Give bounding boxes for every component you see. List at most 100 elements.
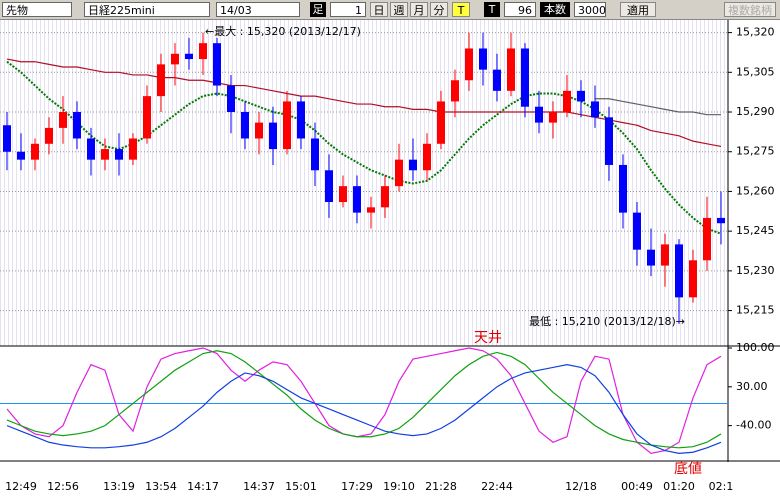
x-tick-label: 14:17 bbox=[187, 480, 219, 493]
month-button[interactable]: 月 bbox=[410, 2, 428, 17]
contract-select[interactable]: 14/03 bbox=[216, 2, 300, 17]
candle-body bbox=[661, 244, 669, 266]
count-input[interactable]: 3000 bbox=[574, 2, 606, 17]
candle-body bbox=[101, 149, 109, 160]
max-annotation: ←最大 : 15,320 (2013/12/17) bbox=[205, 24, 361, 38]
candle-body bbox=[689, 260, 697, 298]
x-tick-label: 14:37 bbox=[243, 480, 275, 493]
bar-count[interactable]: 1 bbox=[330, 2, 366, 17]
candle-body bbox=[129, 138, 137, 160]
y-tick-label: 15,230 bbox=[736, 264, 775, 277]
x-tick-label: 12:56 bbox=[47, 480, 79, 493]
line-series bbox=[6, 58, 722, 148]
candle-body bbox=[297, 101, 305, 139]
x-tick-label: 01:20 bbox=[663, 480, 695, 493]
y-tick-label: 15,290 bbox=[736, 105, 775, 118]
y-tick-label: -40.00 bbox=[736, 419, 771, 432]
line-series bbox=[595, 98, 721, 116]
x-tick-label: 17:29 bbox=[341, 480, 373, 493]
line-series bbox=[6, 347, 722, 454]
candle-body bbox=[73, 112, 81, 139]
candle-body bbox=[563, 90, 571, 113]
candle-body bbox=[59, 112, 67, 128]
x-tick-label: 19:10 bbox=[383, 480, 415, 493]
candle-body bbox=[619, 164, 627, 213]
minute-button[interactable]: 分 bbox=[430, 2, 448, 17]
y-tick-label: 15,320 bbox=[736, 26, 775, 39]
x-tick-label: 15:01 bbox=[285, 480, 317, 493]
candle-body bbox=[241, 112, 249, 139]
candle-body bbox=[633, 212, 641, 250]
candle-body bbox=[353, 186, 361, 213]
candle-body bbox=[17, 151, 25, 160]
candle-body bbox=[703, 217, 711, 261]
y-tick-label: 15,260 bbox=[736, 184, 775, 197]
symbol-select[interactable]: 日経225mini bbox=[84, 2, 210, 17]
y-tick-label: 100.00 bbox=[736, 341, 775, 354]
bottom-annotation: 底値 bbox=[674, 461, 702, 477]
x-tick-label: 13:19 bbox=[103, 480, 135, 493]
candle-body bbox=[269, 122, 277, 150]
candle-body bbox=[339, 186, 347, 203]
candle-body bbox=[591, 101, 599, 118]
candle-body bbox=[31, 143, 39, 160]
candle-body bbox=[115, 149, 123, 160]
candle-body bbox=[311, 138, 319, 171]
y-tick-label: 15,245 bbox=[736, 224, 775, 237]
x-tick-label: 21:28 bbox=[425, 480, 457, 493]
x-tick-label: 12:49 bbox=[5, 480, 37, 493]
candle-body bbox=[325, 170, 333, 203]
candle-body bbox=[213, 43, 221, 86]
candle-body bbox=[647, 249, 655, 266]
top-annotation: 天井 bbox=[474, 330, 502, 346]
candle-body bbox=[535, 106, 543, 123]
candle-body bbox=[549, 112, 557, 123]
week-button[interactable]: 週 bbox=[390, 2, 408, 17]
candle-body bbox=[255, 122, 263, 139]
bars-input[interactable]: 96 bbox=[504, 2, 536, 17]
toolbar: 先物 日経225mini 14/03 足 1 日 週 月 分 T T 96 本数… bbox=[0, 0, 780, 20]
candle-body bbox=[381, 186, 389, 208]
y-tick-label: 30.00 bbox=[736, 380, 768, 393]
candle-body bbox=[605, 117, 613, 165]
candle-body bbox=[87, 138, 95, 160]
candle-body bbox=[521, 48, 529, 107]
tick-button[interactable]: T bbox=[452, 2, 470, 17]
apply-button[interactable]: 適用 bbox=[620, 2, 656, 17]
candle-body bbox=[227, 85, 235, 113]
candle-body bbox=[367, 207, 375, 213]
candle-body bbox=[423, 143, 431, 171]
multi-button[interactable]: 複数銘柄 bbox=[724, 2, 776, 17]
candle-body bbox=[143, 96, 151, 139]
candle-body bbox=[675, 244, 683, 298]
line-series bbox=[6, 364, 722, 454]
x-tick-label: 12/18 bbox=[565, 480, 597, 493]
x-tick-label: 02:1 bbox=[709, 480, 734, 493]
market-select[interactable]: 先物 bbox=[2, 2, 72, 17]
candle-body bbox=[451, 80, 459, 102]
candle-body bbox=[409, 159, 417, 171]
candle-body bbox=[185, 53, 193, 60]
candle-body bbox=[171, 53, 179, 65]
candle-body bbox=[283, 101, 291, 150]
tick-label: T bbox=[484, 2, 500, 17]
candle-body bbox=[45, 127, 53, 144]
candle-body bbox=[479, 48, 487, 70]
candle-body bbox=[717, 217, 725, 224]
candle-body bbox=[577, 90, 585, 102]
y-tick-label: 15,275 bbox=[736, 145, 775, 158]
bars-label: 本数 bbox=[540, 2, 570, 17]
min-annotation: 最低 : 15,210 (2013/12/18)→ bbox=[529, 315, 685, 328]
day-button[interactable]: 日 bbox=[370, 2, 388, 17]
x-tick-label: 13:54 bbox=[145, 480, 177, 493]
y-tick-label: 15,305 bbox=[736, 65, 775, 78]
line-series bbox=[6, 60, 722, 235]
candle-body bbox=[465, 48, 473, 81]
candle-body bbox=[157, 64, 165, 97]
candle-body bbox=[3, 125, 11, 152]
candle-body bbox=[437, 101, 445, 144]
